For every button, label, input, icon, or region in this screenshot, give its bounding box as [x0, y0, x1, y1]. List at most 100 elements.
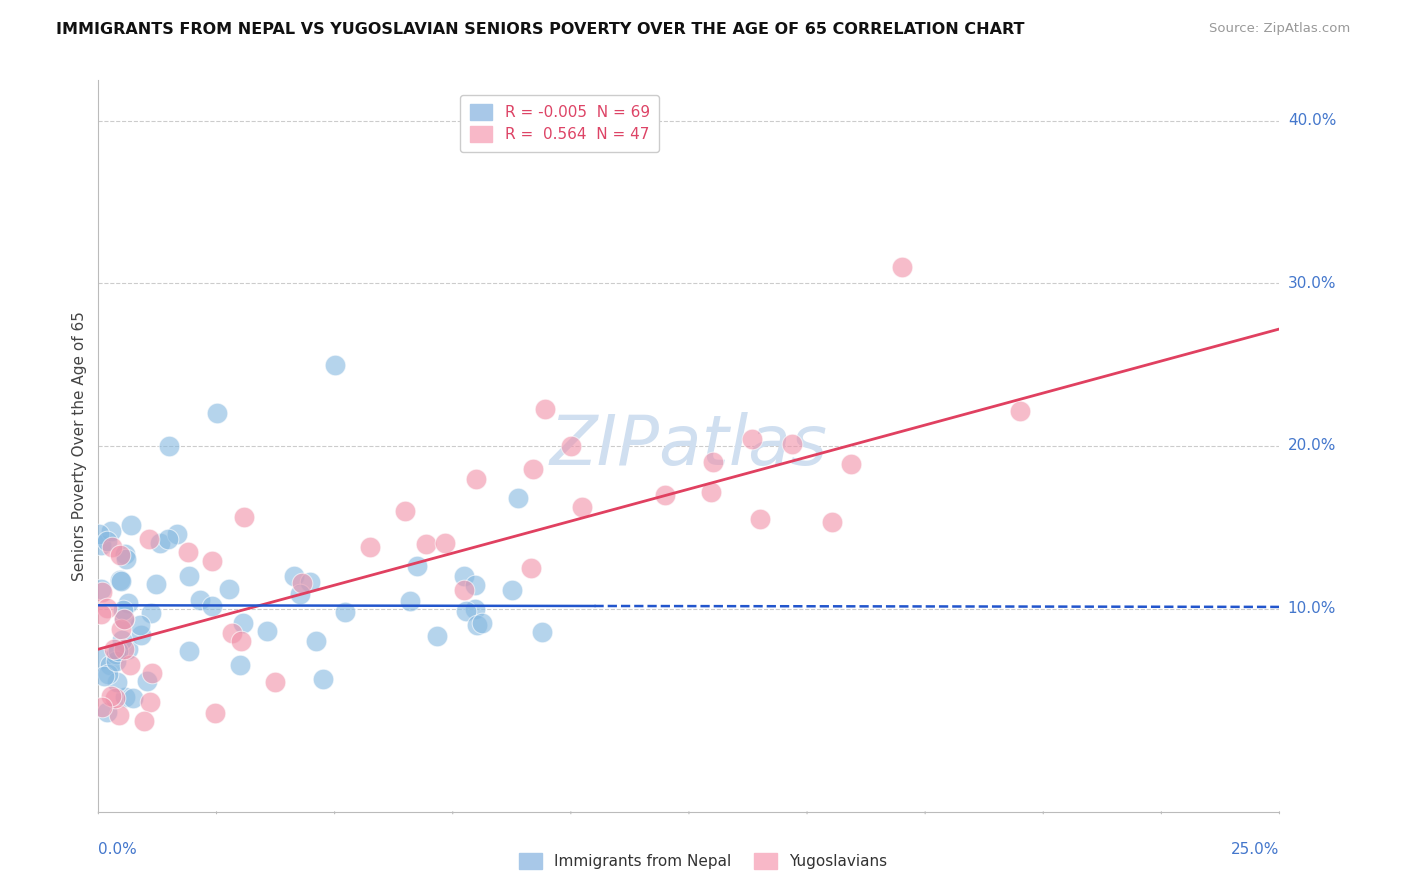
Point	[398, 594, 420, 608]
Point	[534, 401, 557, 416]
Text: 40.0%: 40.0%	[1288, 113, 1336, 128]
Text: 20.0%: 20.0%	[1288, 439, 1336, 453]
Point	[156, 532, 179, 546]
Point	[129, 617, 152, 632]
Point	[104, 654, 127, 668]
Point	[201, 599, 224, 613]
Point	[415, 537, 437, 551]
Point	[97, 666, 120, 681]
Point	[90, 582, 112, 596]
Point	[112, 642, 135, 657]
Point	[464, 602, 486, 616]
Point	[120, 517, 142, 532]
Point	[111, 603, 134, 617]
Point	[188, 592, 211, 607]
Point	[96, 533, 118, 548]
Point	[312, 672, 335, 686]
Point	[471, 615, 494, 630]
Point	[229, 657, 252, 672]
Point	[748, 512, 770, 526]
Point	[104, 690, 127, 705]
Point	[107, 643, 129, 657]
Point	[166, 527, 188, 541]
Point	[506, 491, 529, 506]
Legend: R = -0.005  N = 69, R =  0.564  N = 47: R = -0.005 N = 69, R = 0.564 N = 47	[460, 95, 659, 152]
Text: Source: ZipAtlas.com: Source: ZipAtlas.com	[1209, 22, 1350, 36]
Point	[218, 582, 240, 597]
Point	[465, 618, 488, 632]
Point	[394, 504, 416, 518]
Point	[110, 574, 132, 588]
Point	[221, 625, 243, 640]
Text: ZIPatlas: ZIPatlas	[550, 412, 828, 480]
Point	[531, 624, 554, 639]
Point	[108, 549, 131, 563]
Point	[205, 407, 228, 421]
Point	[100, 689, 122, 703]
Point	[465, 471, 488, 485]
Point	[426, 629, 449, 643]
Point	[464, 578, 486, 592]
Point	[90, 607, 112, 621]
Point	[149, 536, 172, 550]
Point	[520, 560, 543, 574]
Point	[291, 576, 314, 591]
Point	[120, 658, 142, 673]
Point	[90, 652, 112, 666]
Y-axis label: Seniors Poverty Over the Age of 65: Seniors Poverty Over the Age of 65	[72, 311, 87, 581]
Point	[98, 658, 121, 673]
Text: 25.0%: 25.0%	[1232, 842, 1279, 857]
Point	[233, 510, 256, 524]
Text: 30.0%: 30.0%	[1288, 276, 1336, 291]
Point	[112, 612, 135, 626]
Point	[101, 540, 124, 554]
Point	[204, 706, 226, 720]
Point	[139, 606, 162, 620]
Point	[177, 568, 200, 582]
Point	[117, 642, 139, 657]
Point	[107, 708, 129, 723]
Point	[105, 648, 128, 662]
Point	[115, 551, 138, 566]
Point	[571, 500, 593, 515]
Point	[283, 569, 305, 583]
Point	[145, 577, 167, 591]
Point	[90, 700, 112, 714]
Text: 10.0%: 10.0%	[1288, 601, 1336, 616]
Point	[141, 665, 163, 680]
Point	[114, 690, 136, 704]
Point	[122, 690, 145, 705]
Point	[201, 554, 224, 568]
Point	[406, 559, 429, 574]
Point	[103, 641, 125, 656]
Point	[112, 612, 135, 626]
Point	[264, 674, 287, 689]
Point	[434, 536, 457, 550]
Point	[111, 632, 134, 647]
Point	[1008, 404, 1031, 418]
Point	[131, 627, 153, 641]
Point	[96, 705, 118, 719]
Point	[105, 674, 128, 689]
Point	[290, 587, 312, 601]
Point	[139, 695, 162, 709]
Point	[138, 532, 160, 546]
Point	[229, 634, 252, 648]
Point	[256, 624, 278, 638]
Point	[117, 596, 139, 610]
Point	[741, 432, 763, 446]
Point	[454, 604, 477, 618]
Point	[299, 574, 322, 589]
Point	[453, 568, 475, 582]
Point	[136, 674, 159, 689]
Point	[132, 714, 155, 729]
Point	[96, 600, 118, 615]
Point	[700, 485, 723, 500]
Point	[890, 260, 912, 275]
Point	[93, 669, 115, 683]
Point	[654, 488, 676, 502]
Point	[114, 547, 136, 561]
Point	[560, 439, 582, 453]
Point	[179, 644, 201, 658]
Point	[100, 524, 122, 538]
